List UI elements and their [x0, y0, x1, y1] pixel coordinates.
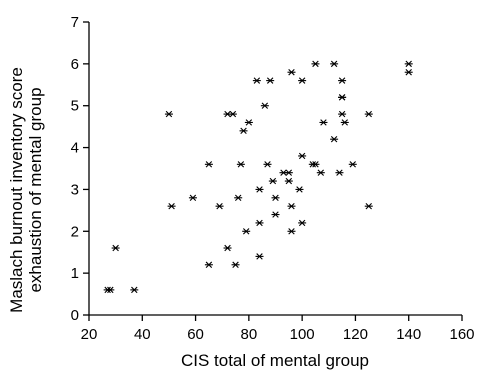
data-point [284, 177, 293, 185]
x-tick-label: 60 [187, 326, 204, 343]
data-point [319, 119, 328, 126]
data-point [260, 102, 269, 109]
data-point [228, 110, 237, 118]
data-point [338, 77, 347, 84]
data-point [106, 286, 115, 294]
y-tick-label: 7 [71, 14, 79, 31]
data-point [167, 202, 176, 210]
data-point [271, 211, 280, 218]
y-tick-label: 2 [71, 223, 79, 240]
data-point [335, 169, 344, 176]
data-point [287, 228, 296, 235]
y-axis-label-line-1: Maslach burnout inventory score [7, 67, 26, 313]
x-axis-label: CIS total of mental group [181, 351, 369, 370]
data-point [255, 186, 264, 193]
data-point [298, 219, 307, 227]
data-point [164, 110, 173, 118]
data-point [234, 194, 243, 202]
data-point [348, 161, 357, 168]
data-point [316, 169, 325, 176]
data-point [271, 194, 280, 202]
y-tick-label: 3 [71, 181, 79, 198]
x-tick-label: 160 [449, 326, 474, 343]
data-point [287, 69, 296, 76]
data-point [204, 161, 213, 168]
data-points [103, 60, 413, 294]
data-point [255, 219, 264, 227]
data-point [338, 110, 347, 118]
plot-area [88, 22, 462, 316]
data-point [268, 177, 277, 185]
data-point [204, 261, 213, 268]
data-point [340, 119, 349, 126]
data-point [364, 110, 373, 118]
x-tick-label: 40 [134, 326, 151, 343]
data-point [295, 186, 304, 193]
y-axis-label-line-2: exhaustion of mental group [26, 87, 45, 292]
data-point [242, 228, 251, 235]
data-point [236, 161, 245, 168]
data-point [244, 119, 253, 126]
data-point [231, 261, 240, 268]
data-point [284, 169, 293, 176]
x-tick-label: 140 [396, 326, 421, 343]
data-point [130, 286, 139, 294]
x-tick-label: 20 [81, 326, 98, 343]
data-point [188, 194, 197, 202]
data-point [215, 202, 224, 210]
data-point [404, 69, 413, 76]
y-axis-label: Maslach burnout inventory score exhausti… [7, 67, 45, 313]
y-tick-label: 0 [71, 307, 79, 324]
data-point [239, 127, 248, 135]
data-point [255, 253, 264, 260]
data-point [298, 77, 307, 84]
data-point [311, 60, 320, 68]
data-point [330, 60, 339, 68]
data-point [311, 161, 320, 168]
data-point [111, 244, 120, 252]
data-point [330, 135, 339, 143]
data-point [404, 60, 413, 68]
x-axis-ticks: 20 40 60 80 100 120 140 160 [81, 315, 475, 343]
data-point [223, 244, 232, 252]
data-point [338, 94, 347, 101]
x-tick-label: 120 [343, 326, 368, 343]
data-point [266, 77, 275, 84]
x-tick-label: 100 [290, 326, 315, 343]
y-axis-ticks: 0 1 2 3 4 5 6 7 [71, 14, 89, 324]
x-tick-label: 80 [241, 326, 258, 343]
data-point [364, 202, 373, 210]
data-point [252, 77, 261, 84]
y-tick-label: 5 [71, 98, 79, 115]
data-point [287, 202, 296, 210]
y-tick-label: 6 [71, 56, 79, 73]
y-tick-label: 4 [71, 140, 79, 157]
data-point [263, 161, 272, 168]
y-tick-label: 1 [71, 265, 79, 282]
data-point [298, 152, 307, 160]
